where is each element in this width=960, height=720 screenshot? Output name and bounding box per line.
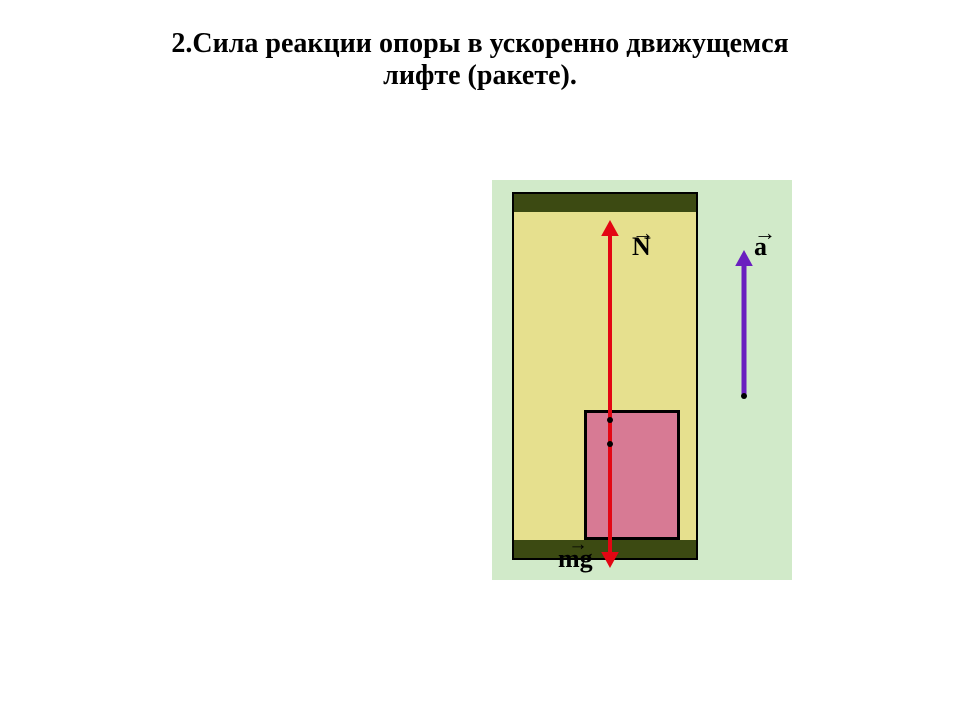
label-a: → a bbox=[754, 232, 767, 262]
arrow-over-N: → bbox=[632, 220, 651, 246]
arrow-over-a: → bbox=[754, 220, 767, 246]
diagram-panel: → N → mg → a bbox=[492, 180, 792, 580]
arrow-over-mg: → bbox=[564, 534, 593, 556]
vec-overline-mg: → mg bbox=[558, 544, 593, 573]
vec-overline-a: → a bbox=[754, 232, 767, 261]
label-mg: → mg bbox=[558, 544, 593, 574]
vec-overline-N: → N bbox=[632, 232, 651, 261]
label-N: → N bbox=[632, 232, 651, 262]
slide: 2.Сила реакции опоры в ускоренно движуще… bbox=[0, 0, 960, 720]
slide-title: 2.Сила реакции опоры в ускоренно движуще… bbox=[0, 28, 960, 92]
